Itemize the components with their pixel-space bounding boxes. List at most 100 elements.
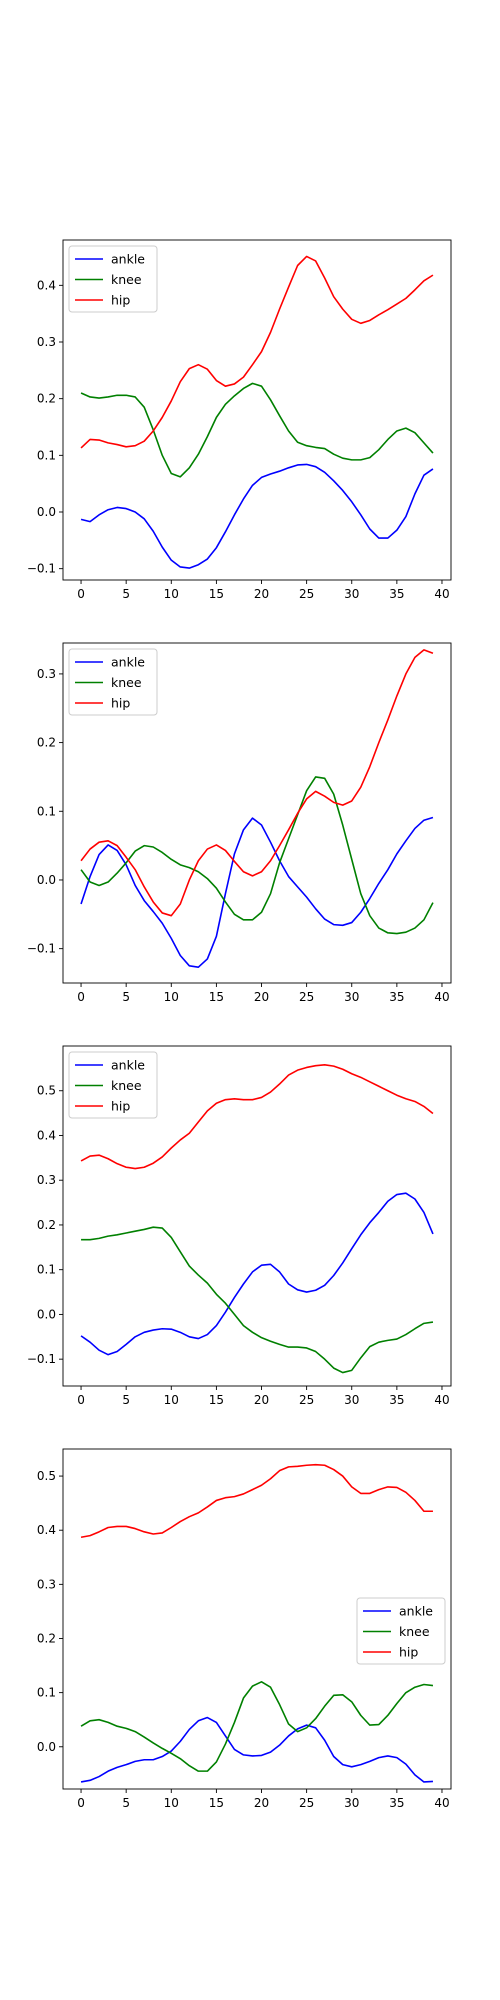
x-tick-label: 5 — [122, 587, 130, 601]
series-line-ankle — [80, 463, 434, 569]
x-tick-label: 10 — [164, 1393, 179, 1407]
x-tick-label: 35 — [389, 587, 404, 601]
plot-frame — [62, 1045, 452, 1387]
x-tick-label: 10 — [164, 587, 179, 601]
legend-box — [68, 648, 158, 716]
x-tick-label: 15 — [209, 1393, 224, 1407]
y-tick-label: −0.1 — [27, 942, 56, 956]
legend-label-ankle: ankle — [111, 655, 145, 670]
x-tick-label: 10 — [164, 1796, 179, 1810]
y-tick-label: 0.5 — [37, 1469, 56, 1483]
series-line-hip — [80, 255, 434, 449]
x-tick-label: 15 — [209, 1796, 224, 1810]
x-tick-label: 5 — [122, 1393, 130, 1407]
x-tick-label: 5 — [122, 990, 130, 1004]
series-line-ankle — [80, 1192, 434, 1356]
chart-3: 0 5 10 15 20 25 30 35 40 −0.1 0.0 0.1 0.2 0.3 0.4 0.5 an… — [27, 1045, 452, 1407]
x-tick-label: 40 — [434, 1393, 449, 1407]
x-tick-label: 0 — [77, 990, 85, 1004]
legend-label-hip: hip — [111, 1099, 130, 1114]
y-tick-label: 0.4 — [37, 1523, 56, 1537]
x-tick-label: 15 — [209, 587, 224, 601]
legend: ankle knee hip — [68, 648, 158, 716]
y-tick-label: 0.0 — [37, 873, 56, 887]
x-tick-label: 35 — [389, 1796, 404, 1810]
x-tick-label: 30 — [344, 1796, 359, 1810]
x-tick-label: 20 — [254, 990, 269, 1004]
y-tick-label: 0.2 — [37, 1218, 56, 1232]
legend: ankle knee hip — [68, 1051, 158, 1119]
legend: ankle knee hip — [356, 1597, 446, 1665]
y-tick-label: 0.4 — [37, 278, 56, 292]
series-line-knee — [80, 776, 434, 935]
x-tick-label: 40 — [434, 587, 449, 601]
y-tick-label: −0.1 — [27, 1352, 56, 1366]
legend-label-ankle: ankle — [111, 252, 145, 267]
y-tick-label: 0.3 — [37, 335, 56, 349]
series-line-knee — [80, 1681, 434, 1772]
plot-frame — [62, 239, 452, 581]
series-line-knee — [80, 382, 434, 478]
y-tick-label: 0.3 — [37, 1173, 56, 1187]
x-tick-label: 25 — [299, 1393, 314, 1407]
x-tick-label: 25 — [299, 990, 314, 1004]
legend-box — [68, 1051, 158, 1119]
legend-label-knee: knee — [111, 675, 142, 690]
x-tick-label: 15 — [209, 990, 224, 1004]
y-tick-label: 0.2 — [37, 392, 56, 406]
y-tick-label: 0.0 — [37, 505, 56, 519]
y-tick-label: −0.1 — [27, 562, 56, 576]
plot-frame — [62, 1448, 452, 1790]
legend-box — [68, 245, 158, 313]
x-tick-label: 0 — [77, 1393, 85, 1407]
x-tick-label: 5 — [122, 1796, 130, 1810]
chart-4: 0 5 10 15 20 25 30 35 40 0.0 0.1 0.2 0.3 0.4 0.5 ankle k… — [37, 1448, 452, 1810]
x-tick-label: 20 — [254, 587, 269, 601]
series-line-knee — [81, 1226, 434, 1374]
legend-label-ankle: ankle — [111, 1058, 145, 1073]
x-tick-label: 25 — [299, 1796, 314, 1810]
x-tick-label: 30 — [344, 1393, 359, 1407]
x-tick-label: 10 — [164, 990, 179, 1004]
x-tick-label: 35 — [389, 1393, 404, 1407]
y-tick-label: 0.4 — [37, 1128, 56, 1142]
x-tick-label: 0 — [77, 587, 85, 601]
y-tick-label: 0.3 — [37, 667, 56, 681]
legend-label-hip: hip — [399, 1645, 418, 1660]
legend-label-knee: knee — [111, 272, 142, 287]
chart-1: 0 5 10 15 20 25 30 35 40 −0.1 0.0 0.1 0.2 0.3 0.4 ankle… — [27, 239, 452, 601]
y-tick-label: 0.3 — [37, 1577, 56, 1591]
legend-label-hip: hip — [111, 696, 130, 711]
y-tick-label: 0.1 — [37, 448, 56, 462]
x-tick-label: 20 — [254, 1393, 269, 1407]
x-tick-label: 30 — [344, 990, 359, 1004]
y-tick-label: 0.2 — [37, 1631, 56, 1645]
y-tick-label: 0.1 — [37, 1263, 56, 1277]
y-tick-label: 0.0 — [37, 1307, 56, 1321]
x-tick-label: 20 — [254, 1796, 269, 1810]
legend: ankle knee hip — [68, 245, 158, 313]
legend-label-ankle: ankle — [399, 1604, 433, 1619]
x-tick-label: 35 — [389, 990, 404, 1004]
chart-2: 0 5 10 15 20 25 30 35 40 −0.1 0.0 0.1 0.2 0.3 ankle kne… — [27, 642, 452, 1004]
series-line-ankle — [80, 816, 434, 969]
x-tick-label: 40 — [434, 990, 449, 1004]
legend-label-knee: knee — [399, 1624, 430, 1639]
legend-label-knee: knee — [111, 1078, 142, 1093]
plot-frame — [62, 642, 452, 984]
x-tick-label: 40 — [434, 1796, 449, 1810]
y-tick-label: 0.1 — [37, 804, 56, 818]
y-tick-label: 0.5 — [37, 1084, 56, 1098]
series-line-hip — [80, 649, 434, 917]
y-tick-label: 0.2 — [37, 736, 56, 750]
x-tick-label: 25 — [299, 587, 314, 601]
series-line-ankle — [80, 1716, 433, 1783]
y-tick-label: 0.0 — [37, 1740, 56, 1754]
y-tick-label: 0.1 — [37, 1686, 56, 1700]
x-tick-label: 30 — [344, 587, 359, 601]
legend-box — [356, 1597, 446, 1665]
legend-label-hip: hip — [111, 293, 130, 308]
x-tick-label: 0 — [77, 1796, 85, 1810]
